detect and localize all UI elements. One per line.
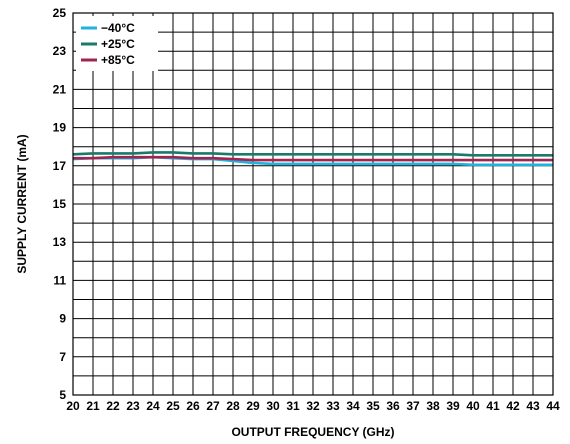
x-tick-label: 28: [226, 399, 240, 413]
legend: −40°C +25°C +85°C: [76, 16, 158, 71]
x-tick-label: 38: [426, 399, 440, 413]
x-tick-label: 21: [86, 399, 100, 413]
x-tick-label: 35: [366, 399, 380, 413]
x-tick-label: 37: [406, 399, 420, 413]
series-line: [72, 151, 553, 157]
x-tick-label: 44: [546, 399, 560, 413]
y-tick-labels: 5 7 9 11 13 15 17 19 21 23 25: [53, 6, 67, 402]
x-tick-label: 36: [386, 399, 400, 413]
legend-entry: −40°C: [101, 21, 135, 35]
x-tick-label: 40: [466, 399, 480, 413]
x-tick-label: 27: [206, 399, 220, 413]
plot-frame: [72, 12, 554, 396]
x-tick-label: 20: [66, 399, 80, 413]
y-tick-label: 15: [53, 197, 67, 211]
x-tick-label: 42: [506, 399, 520, 413]
y-axis-title: SUPPLY CURRENT (mA): [15, 134, 29, 273]
y-tick-label: 19: [53, 121, 67, 135]
y-tick-label: 23: [53, 44, 67, 58]
legend-entry: +25°C: [101, 37, 135, 51]
legend-entry: +85°C: [101, 53, 135, 67]
y-tick-label: 9: [59, 312, 66, 326]
y-tick-label: 17: [53, 159, 67, 173]
x-tick-label: 23: [126, 399, 140, 413]
x-tick-label: 41: [486, 399, 500, 413]
y-tick-label: 25: [53, 6, 67, 20]
x-tick-label: 29: [246, 399, 260, 413]
x-tick-label: 43: [526, 399, 540, 413]
series-line: [73, 155, 553, 162]
x-tick-label: 33: [326, 399, 340, 413]
x-tick-label: 34: [346, 399, 360, 413]
x-tick-label: 24: [146, 399, 160, 413]
series-lines: [72, 151, 553, 167]
x-tick-label: 32: [306, 399, 320, 413]
y-tick-label: 11: [53, 273, 66, 287]
x-tick-label: 31: [286, 399, 300, 413]
x-tick-label: 22: [106, 399, 120, 413]
y-tick-label: 13: [53, 235, 67, 249]
x-tick-label: 26: [186, 399, 200, 413]
y-tick-label: 5: [59, 388, 66, 402]
x-tick-label: 25: [166, 399, 180, 413]
x-tick-label: 30: [266, 399, 280, 413]
x-tick-label: 39: [446, 399, 460, 413]
x-tick-labels: 20 21 22 23 24 25 26 27 28 29 30 31 32 33 34 35 36 37 38 39…: [66, 399, 560, 413]
y-tick-label: 7: [59, 350, 66, 364]
y-tick-label: 21: [53, 82, 67, 96]
x-axis-title: OUTPUT FREQUENCY (GHz): [231, 425, 394, 439]
